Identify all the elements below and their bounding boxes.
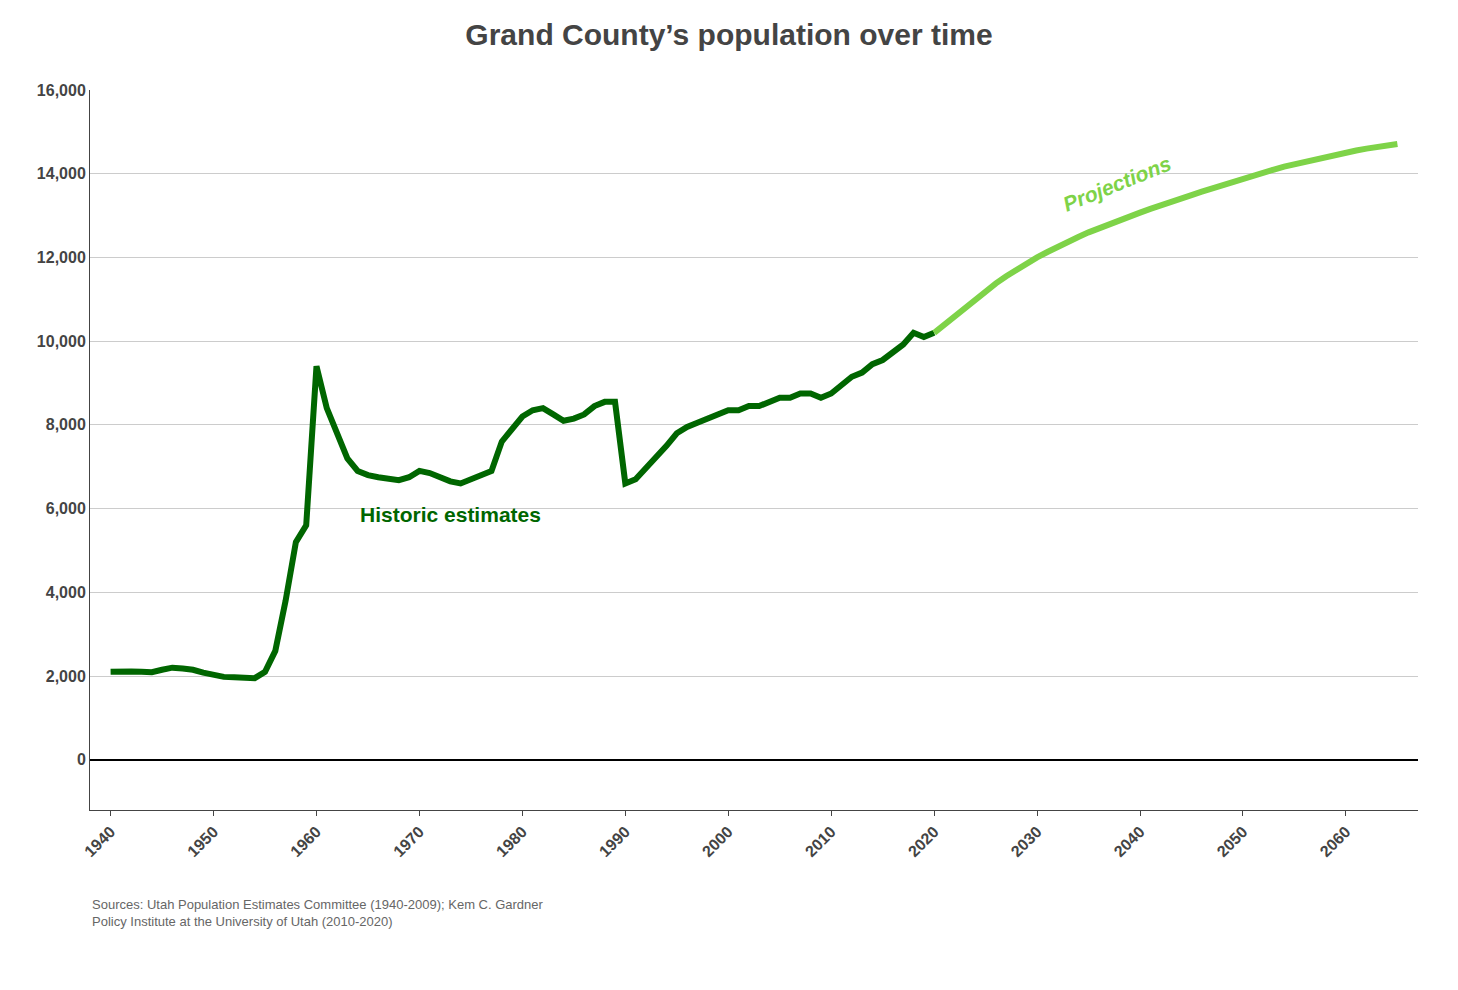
svg-text:14,000: 14,000 — [37, 165, 86, 182]
svg-text:2020: 2020 — [905, 823, 942, 860]
svg-text:Sources: Utah Population Estim: Sources: Utah Population Estimates Commi… — [92, 897, 544, 929]
svg-text:Projections: Projections — [1060, 152, 1175, 216]
svg-text:2060: 2060 — [1317, 823, 1354, 860]
svg-text:2010: 2010 — [802, 823, 839, 860]
svg-text:Grand County’s population over: Grand County’s population over time — [465, 18, 992, 51]
svg-text:1960: 1960 — [287, 823, 324, 860]
svg-text:2050: 2050 — [1214, 823, 1251, 860]
svg-text:2000: 2000 — [699, 823, 736, 860]
svg-text:12,000: 12,000 — [37, 249, 86, 266]
svg-text:2040: 2040 — [1111, 823, 1148, 860]
svg-text:0: 0 — [77, 751, 86, 768]
svg-text:6,000: 6,000 — [46, 500, 86, 517]
svg-text:2,000: 2,000 — [46, 668, 86, 685]
svg-text:10,000: 10,000 — [37, 333, 86, 350]
svg-text:1990: 1990 — [596, 823, 633, 860]
svg-text:1980: 1980 — [493, 823, 530, 860]
svg-text:4,000: 4,000 — [46, 584, 86, 601]
svg-text:Historic estimates: Historic estimates — [360, 503, 541, 526]
svg-text:1970: 1970 — [390, 823, 427, 860]
svg-text:1950: 1950 — [184, 823, 221, 860]
svg-text:16,000: 16,000 — [37, 82, 86, 99]
svg-text:2030: 2030 — [1008, 823, 1045, 860]
svg-text:1940: 1940 — [81, 823, 118, 860]
svg-text:8,000: 8,000 — [46, 416, 86, 433]
